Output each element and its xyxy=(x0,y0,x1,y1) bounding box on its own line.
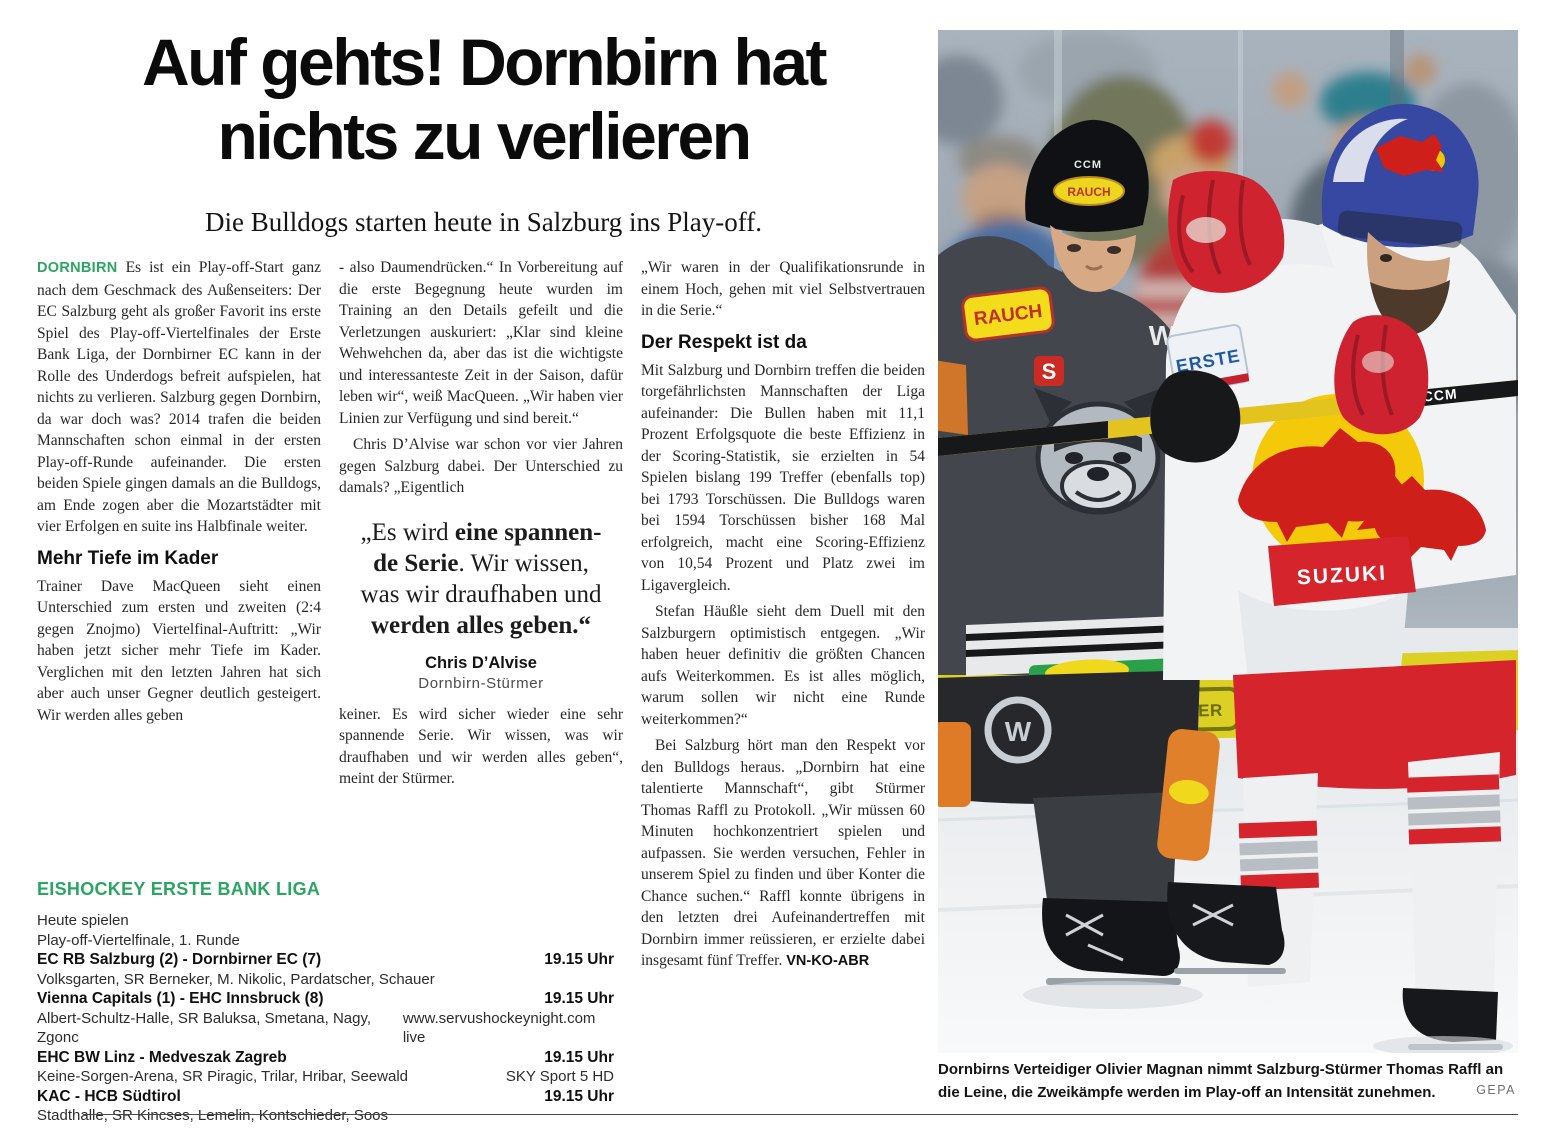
match-detail: Volksgarten, SR Berneker, M. Nikolic, Pa… xyxy=(37,970,435,988)
paragraph: „Wir waren in der Qualifikationsrunde in… xyxy=(641,259,925,319)
paragraph: Chris D’Alvise war schon vor vier Jahren… xyxy=(339,436,623,496)
schedule-box: EISHOCKEY ERSTE BANK LIGA Heute spielen … xyxy=(37,879,614,1126)
quote-line: „Es wird eine spannen- xyxy=(341,517,621,548)
paragraph: DORNBIRN Es ist ein Play-off-Start ganz … xyxy=(37,257,321,538)
hockey-photo-illustration: PALFINGER PALFINGER CCM RAUCH xyxy=(908,30,1538,1056)
quote-text-bold: de Serie xyxy=(373,549,459,577)
salzburg-player: ERSTE SUZUKI xyxy=(1163,103,1516,1050)
game-detail-row: Keine-Sorgen-Arena, SR Piragic, Trilar, … xyxy=(37,1067,614,1087)
subheadline: Die Bulldogs starten heute in Salzburg i… xyxy=(205,207,762,237)
headline-line2: nichts zu verlieren xyxy=(217,98,752,173)
headline: Auf gehts! Dornbirn hat nichts zu verlier… xyxy=(37,25,930,174)
paragraph: Stefan Häußle sieht dem Duell mit den Sa… xyxy=(641,603,925,728)
game-row: EHC BW Linz - Medveszak Zagreb 19.15 Uhr xyxy=(37,1048,614,1068)
paragraph: keiner. Es wird sicher wieder eine sehr … xyxy=(339,705,623,788)
quote-line: de Serie. Wir wissen, xyxy=(341,548,621,579)
author-byline: VN-KO-ABR xyxy=(786,953,870,969)
match-name: EHC BW Linz - Medveszak Zagreb xyxy=(37,1048,287,1066)
game-row: EC RB Salzburg (2) - Dornbirner EC (7) 19… xyxy=(37,950,614,970)
helmet-sponsor-text: RAUCH xyxy=(1067,185,1110,199)
match-time: 19.15 Uhr xyxy=(544,990,614,1007)
article-column-2: - also Daumendrücken.“ In Vorbereitung a… xyxy=(339,257,623,795)
article-column-1: DORNBIRN Es ist ein Play-off-Start ganz … xyxy=(37,257,321,731)
match-name: EC RB Salzburg (2) - Dornbirner EC (7) xyxy=(37,951,322,968)
paragraph: Bei Salzburg hört man den Respekt vor de… xyxy=(641,735,925,973)
game-detail-row: Albert-Schultz-Halle, SR Baluksa, Smetan… xyxy=(37,1009,614,1048)
match-time: 19.15 Uhr xyxy=(544,951,614,968)
paragraph-text: Bei Salzburg hört man den Respekt vor de… xyxy=(641,737,925,969)
paragraph-text: Es ist ein Play-off-Start ganz nach dem … xyxy=(37,259,321,535)
ice-shadow xyxy=(1373,1036,1513,1056)
schedule-intro-line: Heute spielen xyxy=(37,912,129,929)
paragraph: Trainer Dave MacQueen sieht einen Unters… xyxy=(37,577,321,724)
game-row: KAC - HCB Südtirol 19.15 Uhr xyxy=(37,1087,614,1107)
section-subhead: Mehr Tiefe im Kader xyxy=(37,547,219,569)
lead-location: DORNBIRN xyxy=(37,260,118,276)
glove-raised xyxy=(1168,171,1285,293)
salzburg-glove-lower xyxy=(1334,315,1429,435)
photo-caption-text: Dornbirns Verteidiger Olivier Magnan nim… xyxy=(938,1061,1504,1101)
quote-attribution-role: Dornbirn-Stürmer xyxy=(418,674,544,692)
game-row: Vienna Capitals (1) - EHC Innsbruck (8) 1… xyxy=(37,989,614,1009)
photo-credit: GEPA xyxy=(1476,1083,1516,1097)
match-detail: Keine-Sorgen-Arena, SR Piragic, Trilar, … xyxy=(37,1068,409,1085)
svg-text:W: W xyxy=(1005,716,1032,747)
match-name: Vienna Capitals (1) - EHC Innsbruck (8) xyxy=(37,990,324,1007)
stick-brand-text: CCM xyxy=(1422,385,1458,404)
quote-line: was wir draufhaben und xyxy=(360,580,602,608)
quote-text: . Wir wissen, xyxy=(458,549,589,577)
page-divider-rule xyxy=(83,1114,1518,1115)
quote-text-bold: eine spannen- xyxy=(454,518,602,546)
dornbirn-glove xyxy=(1150,370,1241,463)
paragraph: Mit Salzburg und Dornbirn treffen die be… xyxy=(641,361,925,594)
schedule-intro-line: Play-off-Viertelfinale, 1. Runde xyxy=(37,931,240,949)
photo-caption: Dornbirns Verteidiger Olivier Magnan nim… xyxy=(938,1058,1518,1104)
helmet-brand-text: CCM xyxy=(1074,159,1102,171)
schedule-header: EISHOCKEY ERSTE BANK LIGA xyxy=(37,879,321,899)
match-detail-right: SKY Sport 5 HD xyxy=(505,1068,614,1085)
section-subhead: Der Respekt ist da xyxy=(641,331,807,353)
quote-attribution-name: Chris D’Alvise xyxy=(425,653,537,672)
headline-line1: Auf gehts! Dornbirn hat xyxy=(141,25,828,99)
pull-quote: „Es wird eine spannen- de Serie. Wir wis… xyxy=(341,517,621,692)
game-detail-row: Stadthalle, SR Kincses, Lemelin, Kontsch… xyxy=(37,1106,614,1126)
match-detail-right: www.servushockeynight.com live xyxy=(402,1009,596,1047)
article-column-3: „Wir waren in der Qualifikationsrunde in… xyxy=(641,257,925,978)
quote-line: werden alles geben.“ xyxy=(370,611,592,639)
bulldog-logo xyxy=(1034,388,1162,515)
dornbirn-player: CCM RAUCH RAUCH S W xyxy=(933,119,1220,985)
match-time: 19.15 Uhr xyxy=(544,1087,614,1105)
match-time: 19.15 Uhr xyxy=(544,1048,614,1066)
article-photo: PALFINGER PALFINGER CCM RAUCH xyxy=(908,30,1538,1056)
pants-sponsor-text: SUZUKI xyxy=(1296,562,1387,590)
paragraph: - also Daumendrücken.“ In Vorbereitung a… xyxy=(339,259,623,427)
game-detail-row: Volksgarten, SR Berneker, M. Nikolic, Pa… xyxy=(37,970,614,990)
match-name: KAC - HCB Südtirol xyxy=(37,1087,181,1105)
match-detail: Albert-Schultz-Halle, SR Baluksa, Smetan… xyxy=(37,1009,372,1047)
sparkasse-logo: S xyxy=(1042,359,1057,384)
ice-shadow xyxy=(1023,981,1203,1009)
quote-text: „Es wird xyxy=(360,518,455,546)
match-detail: Stadthalle, SR Kincses, Lemelin, Kontsch… xyxy=(37,1107,389,1124)
